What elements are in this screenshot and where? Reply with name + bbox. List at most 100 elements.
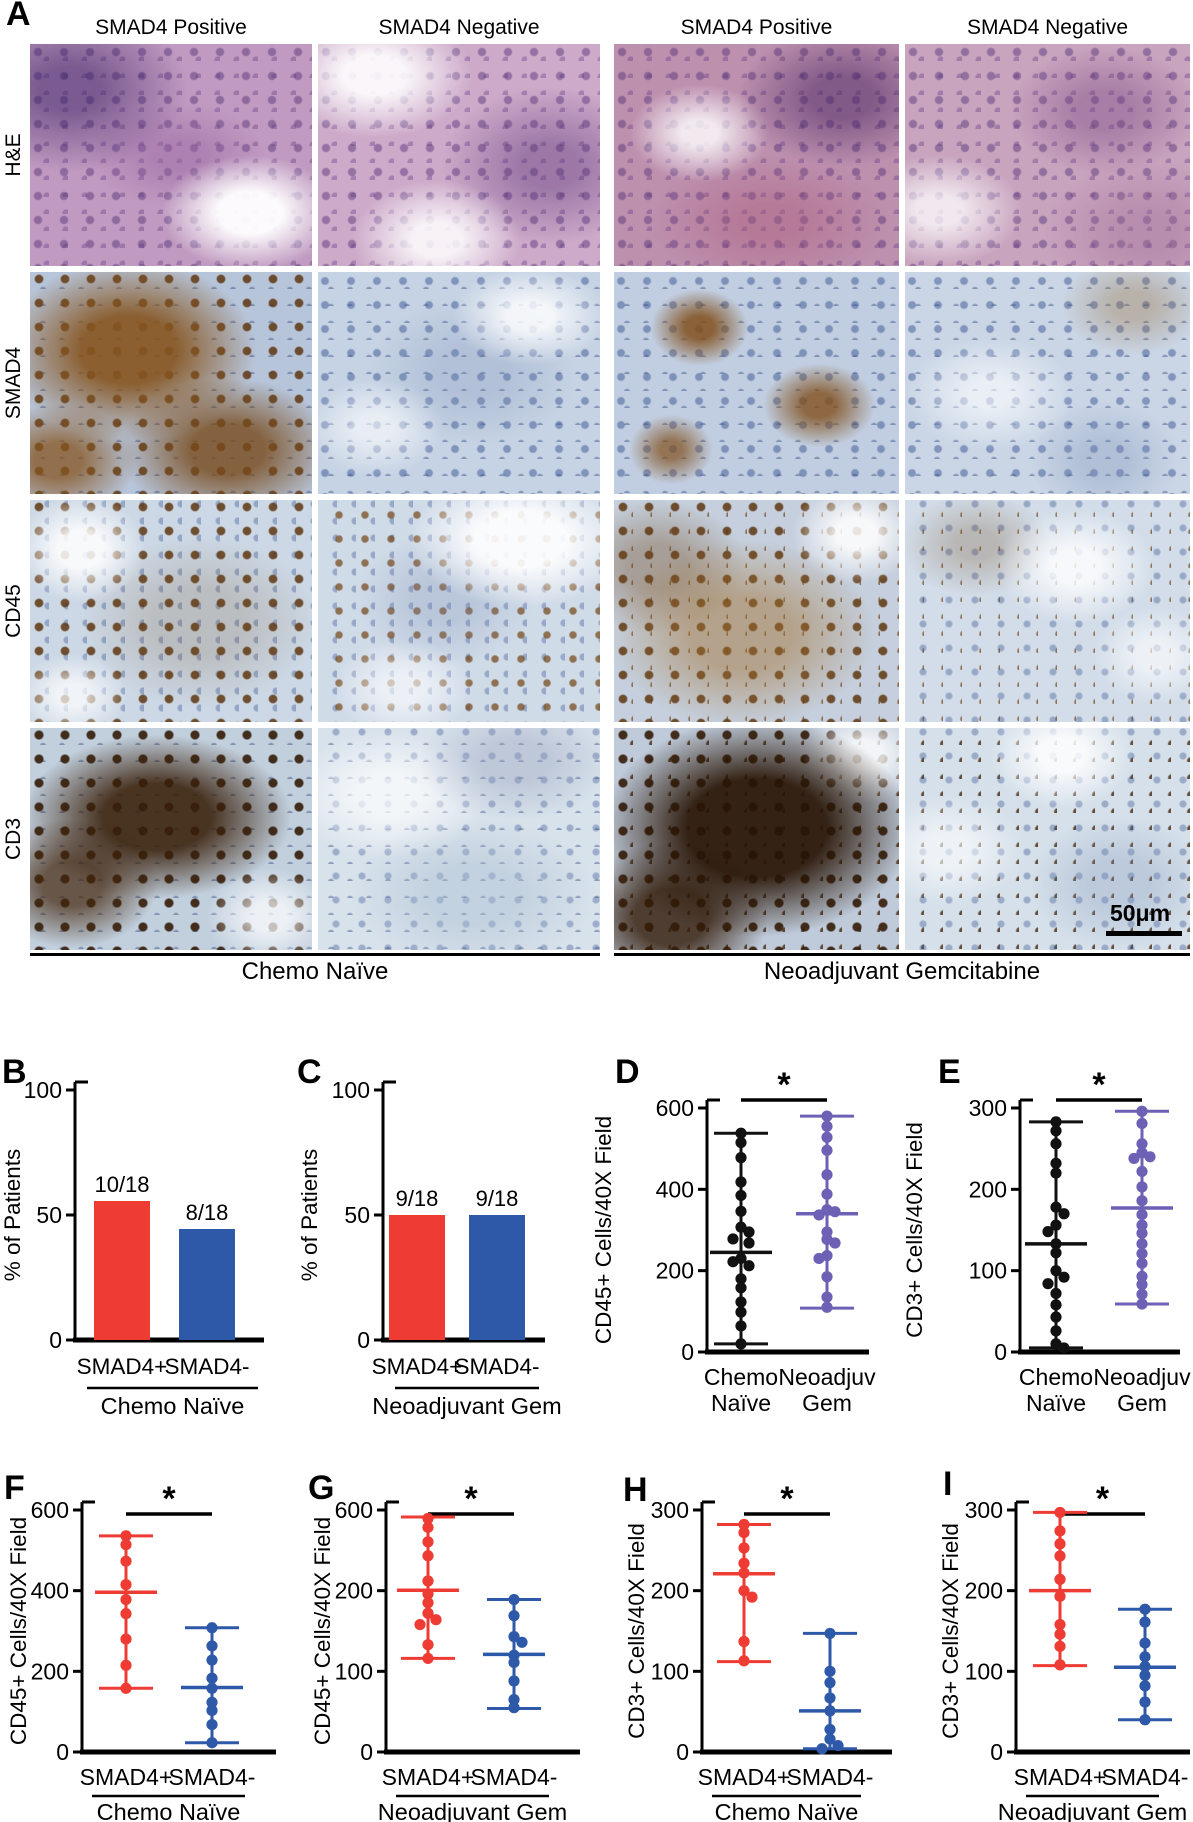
bar-value-label: 8/18	[186, 1200, 229, 1225]
y-tick-label: 100	[332, 1077, 370, 1103]
group-underline-neoadjuvant	[614, 953, 1190, 956]
data-point	[1136, 1278, 1148, 1291]
data-point	[1054, 1550, 1066, 1562]
data-point	[508, 1693, 520, 1706]
x-category-label: Gem	[802, 1390, 852, 1416]
data-point	[120, 1682, 132, 1694]
panel-label-e: E	[938, 1053, 961, 1091]
bar	[469, 1215, 525, 1340]
y-tick-label: 50	[36, 1202, 62, 1228]
data-point	[1136, 1227, 1148, 1239]
data-point	[120, 1530, 132, 1542]
y-axis-title: % of Patients	[0, 1149, 25, 1282]
data-point	[1136, 1195, 1148, 1207]
data-point	[735, 1152, 747, 1164]
y-axis-title: CD3+ Cells/40X Field	[938, 1523, 963, 1739]
data-point	[1042, 1226, 1054, 1238]
significance-asterisk: *	[1096, 1480, 1110, 1518]
data-point	[516, 1636, 528, 1648]
y-tick-label: 200	[969, 1176, 1007, 1202]
panel-label-f: F	[4, 1469, 25, 1507]
panel-label-i: I	[943, 1465, 953, 1503]
data-point	[813, 1252, 825, 1265]
y-tick-label: 300	[651, 1497, 689, 1523]
column-header-smad4-positive-1: SMAD4 Positive	[95, 16, 247, 39]
significance-asterisk: *	[1092, 1066, 1106, 1104]
column-header-smad4-positive-2: SMAD4 Positive	[680, 16, 833, 39]
data-point	[206, 1718, 218, 1731]
micrograph-smad4-smad4pos-gem	[614, 272, 899, 494]
data-point	[422, 1588, 434, 1600]
data-point	[206, 1672, 218, 1684]
data-point	[1136, 1298, 1148, 1310]
y-tick-label: 100	[335, 1658, 373, 1684]
data-point	[738, 1557, 750, 1569]
data-point	[206, 1622, 218, 1634]
panel-label-a: A	[6, 0, 31, 33]
micrograph-cd45-smad4neg-gem	[905, 500, 1190, 722]
micrograph-smad4-smad4neg-naive	[318, 272, 600, 494]
y-tick-label: 0	[360, 1739, 373, 1765]
data-point	[206, 1696, 218, 1708]
data-point	[508, 1702, 520, 1714]
bar	[389, 1215, 445, 1340]
group-label: Neoadjuvant Gem	[372, 1393, 561, 1419]
data-point	[743, 1237, 755, 1249]
data-point	[1136, 1219, 1148, 1231]
data-point	[743, 1260, 755, 1272]
significance-asterisk: *	[162, 1480, 176, 1518]
micrograph-cd3-smad4pos-gem	[614, 728, 899, 950]
panel-label-d: D	[615, 1053, 640, 1091]
panel-label-b: B	[2, 1053, 27, 1091]
data-point	[1054, 1506, 1066, 1519]
y-tick-label: 100	[24, 1077, 62, 1103]
data-point	[821, 1120, 833, 1132]
chart-panel-c: 0 50 100 % of Patients 9/18 SMAD4+ 9/18 SMAD4- N…	[295, 1058, 577, 1443]
micrograph-cd45-smad4pos-naive	[30, 500, 312, 722]
micrograph-he-smad4neg-gem	[905, 44, 1190, 266]
data-point	[508, 1675, 520, 1687]
data-point	[1139, 1696, 1151, 1708]
data-point	[738, 1542, 750, 1554]
x-category-label: SMAD4+	[698, 1764, 791, 1790]
y-tick-label: 0	[990, 1739, 1003, 1765]
data-point	[813, 1209, 825, 1221]
significance-asterisk: *	[780, 1480, 794, 1518]
data-point	[735, 1296, 747, 1308]
data-point	[1139, 1680, 1151, 1692]
data-point	[824, 1627, 836, 1640]
data-point	[1054, 1618, 1066, 1631]
micrograph-smad4-smad4pos-naive	[30, 272, 312, 494]
micrograph-cd45-smad4pos-gem	[614, 500, 899, 722]
y-tick-label: 100	[965, 1658, 1003, 1684]
significance-asterisk: *	[777, 1066, 791, 1104]
data-point	[422, 1550, 434, 1562]
x-category-label: SMAD4-	[454, 1354, 539, 1379]
data-point	[1128, 1152, 1140, 1165]
y-axis-title: CD45+ Cells/40X Field	[6, 1517, 31, 1745]
y-tick-label: 100	[969, 1258, 1007, 1284]
data-point	[824, 1665, 836, 1677]
x-category-label: SMAD4-	[164, 1354, 249, 1379]
micrograph-cd3-smad4pos-naive	[30, 728, 312, 950]
data-point	[120, 1555, 132, 1567]
scatter-plot-D: 0 200 400 600 CD45+ Cells/40X Field * ChemoNaï…	[591, 1066, 876, 1416]
data-point	[1139, 1651, 1151, 1663]
y-tick-label: 50	[344, 1202, 370, 1228]
data-point	[422, 1597, 434, 1609]
data-point	[1050, 1325, 1062, 1337]
data-point	[821, 1144, 833, 1156]
data-point	[206, 1737, 218, 1749]
data-point	[430, 1614, 442, 1626]
data-point	[735, 1221, 747, 1233]
data-point	[1050, 1138, 1062, 1150]
data-point	[1136, 1138, 1148, 1150]
data-point	[743, 1226, 755, 1238]
data-point	[508, 1593, 520, 1606]
data-point	[422, 1536, 434, 1548]
data-point	[738, 1567, 750, 1579]
data-point	[1136, 1288, 1148, 1300]
data-point	[829, 1206, 841, 1218]
